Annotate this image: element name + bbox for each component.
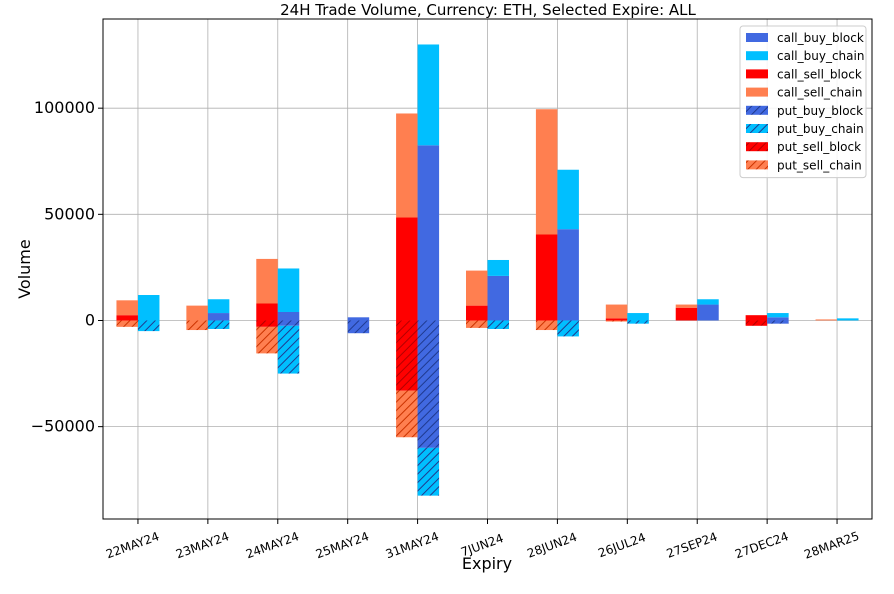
bar-call-buy-chain-26jul24 xyxy=(627,313,649,321)
bar-call-sell-block-28jun24 xyxy=(535,234,558,321)
legend-swatch-put-sell-block xyxy=(746,142,768,152)
x-tick-label: 27SEP24 xyxy=(665,530,720,561)
legend-swatch-call-sell-block xyxy=(746,69,768,79)
x-tick-label: 25MAY24 xyxy=(314,529,371,561)
bar-put-buy-chain-28jun24 xyxy=(557,320,579,337)
bars-group xyxy=(116,44,859,496)
bar-call-sell-chain-27sep24 xyxy=(675,304,698,308)
y-tick-label: 100000 xyxy=(34,98,95,117)
bar-call-sell-block-27dec24 xyxy=(745,315,768,321)
x-tick-label: 24MAY24 xyxy=(244,529,301,561)
bar-put-buy-chain-24may24 xyxy=(277,325,300,374)
bar-call-sell-block-24may24 xyxy=(256,303,278,321)
bar-put-sell-block-24may24 xyxy=(256,320,278,327)
x-tick-label: 23MAY24 xyxy=(174,529,231,561)
bar-call-sell-block-26jul24 xyxy=(605,318,628,321)
legend-label-call-buy-chain: call_buy_chain xyxy=(777,49,864,63)
bar-call-sell-chain-28jun24 xyxy=(535,109,558,235)
x-tick-label: 27DEC24 xyxy=(733,529,790,561)
bar-put-sell-chain-7jun24 xyxy=(466,320,488,328)
legend: call_buy_block call_buy_chain call_sell_bl… xyxy=(739,25,867,179)
y-tick-label: 0 xyxy=(85,310,95,329)
bar-call-sell-chain-23may24 xyxy=(186,305,208,321)
bar-call-sell-chain-31may24 xyxy=(396,113,418,218)
bar-call-buy-block-7jun24 xyxy=(487,275,509,321)
y-tick-label: 50000 xyxy=(44,204,95,223)
x-tick-label: 28MAR25 xyxy=(802,529,861,562)
chart-title: 24H Trade Volume, Currency: ETH, Selecte… xyxy=(280,1,696,19)
bar-call-buy-chain-23may24 xyxy=(207,299,230,314)
bar-put-buy-chain-22may24 xyxy=(137,320,160,332)
bar-put-sell-block-27dec24 xyxy=(745,320,768,326)
bar-put-buy-chain-31may24 xyxy=(417,447,440,496)
bar-call-buy-block-28jun24 xyxy=(557,229,579,321)
bar-put-sell-chain-26jul24 xyxy=(605,320,628,322)
grid-lines xyxy=(103,19,872,519)
bar-put-sell-block-31may24 xyxy=(396,320,418,391)
x-tick-label: 28JUN24 xyxy=(525,530,579,561)
legend-swatch-put-buy-chain xyxy=(746,124,768,133)
bar-put-sell-chain-28jun24 xyxy=(535,320,558,331)
legend-box xyxy=(739,25,867,179)
bar-call-buy-chain-7jun24 xyxy=(487,259,509,276)
bar-call-sell-block-31may24 xyxy=(396,217,418,321)
y-axis-title: Volume xyxy=(15,239,34,299)
bar-put-sell-chain-23may24 xyxy=(186,320,208,331)
bar-call-sell-block-22may24 xyxy=(116,315,138,321)
legend-swatch-call-sell-chain xyxy=(746,87,768,97)
legend-label-put-buy-block: put_buy_block xyxy=(777,104,863,118)
y-ticks: −50000 0 50000 100000 xyxy=(31,98,103,436)
bar-call-buy-chain-24may24 xyxy=(277,268,300,312)
bar-put-sell-chain-31may24 xyxy=(396,390,418,438)
bar-call-buy-block-31may24 xyxy=(417,145,440,321)
y-tick-label: −50000 xyxy=(31,417,95,436)
legend-swatch-call-buy-chain xyxy=(746,51,768,61)
bar-call-buy-block-27dec24 xyxy=(767,317,789,321)
x-tick-label: 22MAY24 xyxy=(104,529,161,561)
bar-put-buy-chain-23may24 xyxy=(207,320,230,329)
bar-call-sell-chain-7jun24 xyxy=(466,270,488,306)
legend-swatch-put-buy-block xyxy=(746,105,768,115)
bar-call-buy-chain-28mar25 xyxy=(837,318,859,321)
legend-label-call-sell-chain: call_sell_chain xyxy=(777,86,862,100)
bar-call-buy-chain-27dec24 xyxy=(767,313,789,318)
legend-label-call-buy-block: call_buy_block xyxy=(777,31,864,45)
bar-put-buy-chain-7jun24 xyxy=(487,320,509,329)
bar-call-sell-block-7jun24 xyxy=(466,305,488,321)
legend-swatch-put-sell-chain xyxy=(746,160,768,170)
bar-put-buy-block-24may24 xyxy=(277,320,300,326)
bar-call-sell-chain-22may24 xyxy=(116,300,138,316)
x-axis-title: Expiry xyxy=(462,554,512,573)
legend-label-put-buy-chain: put_buy_chain xyxy=(777,122,864,136)
bar-call-sell-block-27sep24 xyxy=(675,307,698,321)
legend-label-put-sell-chain: put_sell_chain xyxy=(777,158,862,172)
bar-call-buy-chain-22may24 xyxy=(137,295,160,321)
bar-put-buy-block-25may24 xyxy=(347,320,370,334)
bar-call-buy-chain-27sep24 xyxy=(697,299,719,305)
legend-swatch-call-buy-block xyxy=(746,33,768,42)
legend-label-call-sell-block: call_sell_block xyxy=(777,67,862,81)
bar-put-buy-block-27dec24 xyxy=(767,320,789,324)
bar-call-buy-block-24may24 xyxy=(277,311,300,321)
bar-call-sell-chain-28mar25 xyxy=(815,319,838,321)
bar-put-buy-block-31may24 xyxy=(417,320,440,448)
legend-label-put-sell-block: put_sell_block xyxy=(777,140,861,154)
x-tick-label: 31MAY24 xyxy=(384,529,441,561)
bar-put-sell-chain-24may24 xyxy=(256,326,278,354)
bar-call-sell-chain-24may24 xyxy=(256,258,278,304)
bar-call-sell-chain-26jul24 xyxy=(605,304,628,319)
bar-call-buy-block-23may24 xyxy=(207,313,230,321)
bar-put-sell-chain-22may24 xyxy=(116,320,138,327)
bar-put-buy-chain-26jul24 xyxy=(627,320,649,324)
x-tick-label: 26JUL24 xyxy=(596,530,647,560)
bar-call-buy-block-27sep24 xyxy=(697,304,719,321)
bar-call-buy-block-25may24 xyxy=(347,317,370,321)
bar-call-buy-chain-28jun24 xyxy=(557,169,579,230)
bar-call-buy-chain-31may24 xyxy=(417,44,440,146)
